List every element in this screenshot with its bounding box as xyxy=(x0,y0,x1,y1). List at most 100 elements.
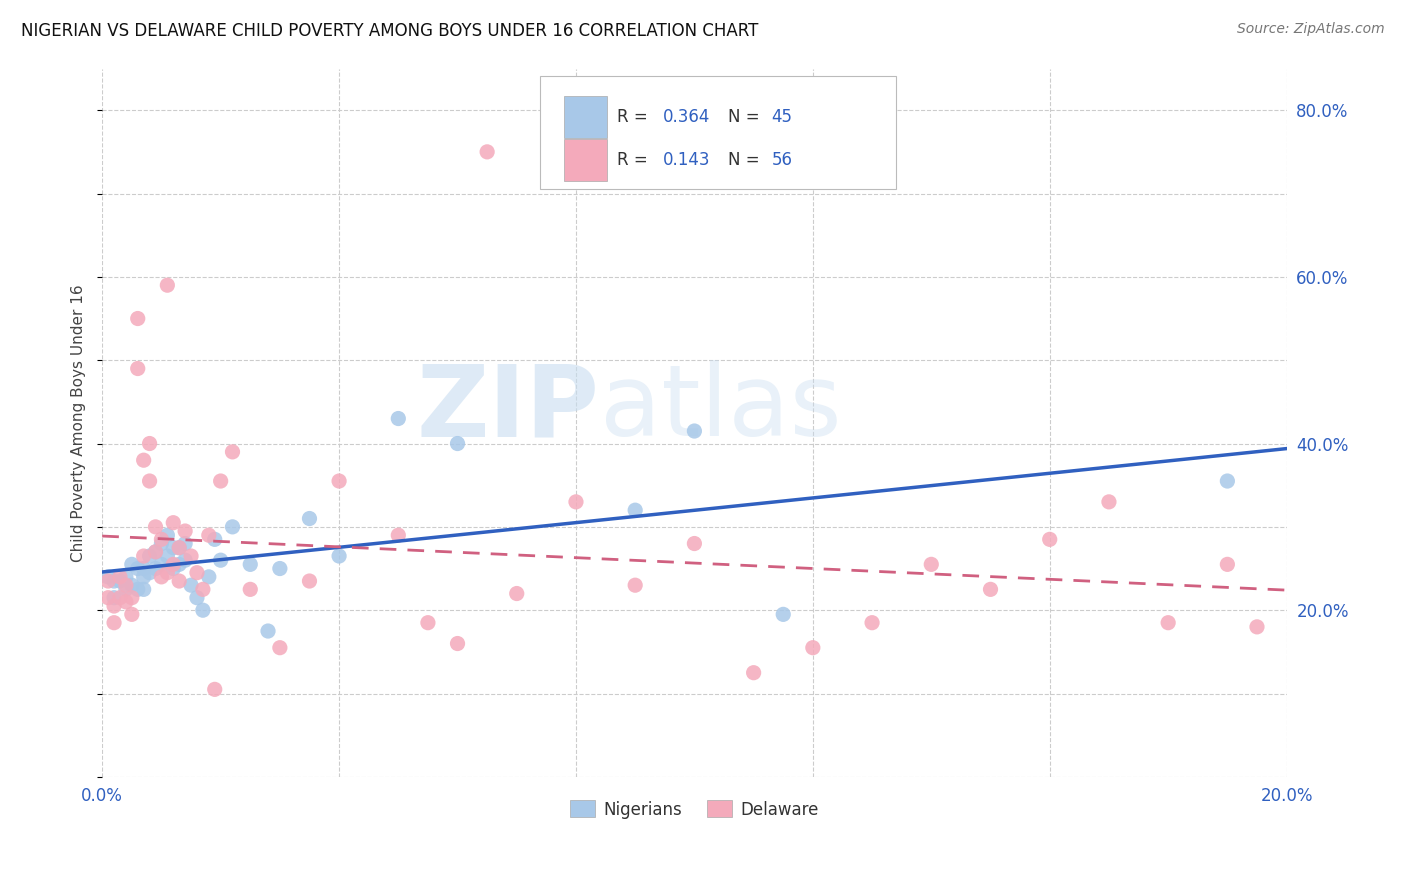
Point xyxy=(180,549,202,563)
Point xyxy=(121,558,143,572)
Point xyxy=(257,624,280,638)
Point xyxy=(221,520,243,534)
Point xyxy=(1157,615,1180,630)
Point xyxy=(127,361,149,376)
Point xyxy=(328,549,350,563)
Point xyxy=(221,445,243,459)
Point xyxy=(167,541,190,555)
Point xyxy=(156,566,179,580)
Point xyxy=(624,503,647,517)
Point xyxy=(108,570,131,584)
Point xyxy=(204,533,226,547)
Text: N =: N = xyxy=(727,151,765,169)
Point xyxy=(103,574,125,588)
Point xyxy=(1098,495,1121,509)
Point xyxy=(1246,620,1268,634)
Point xyxy=(416,615,439,630)
Point xyxy=(145,545,167,559)
Point xyxy=(103,599,125,613)
Point xyxy=(103,591,125,605)
Point xyxy=(204,682,226,697)
Text: 56: 56 xyxy=(772,151,793,169)
Point xyxy=(150,536,173,550)
Text: ZIP: ZIP xyxy=(416,360,599,457)
Point xyxy=(328,474,350,488)
Point xyxy=(145,545,167,559)
Point xyxy=(150,570,173,584)
Point xyxy=(387,528,409,542)
Point xyxy=(186,566,208,580)
Text: 0.143: 0.143 xyxy=(662,151,710,169)
Point xyxy=(269,640,291,655)
Point xyxy=(624,578,647,592)
Point xyxy=(162,541,184,555)
Point xyxy=(387,411,409,425)
Point xyxy=(103,615,125,630)
Point xyxy=(132,549,155,563)
Text: N =: N = xyxy=(727,109,765,127)
FancyBboxPatch shape xyxy=(564,96,607,138)
Point xyxy=(1216,474,1239,488)
Point xyxy=(209,553,232,567)
Point xyxy=(446,636,468,650)
Point xyxy=(772,607,794,622)
Point xyxy=(115,595,138,609)
Point xyxy=(145,561,167,575)
Point xyxy=(565,495,588,509)
Point xyxy=(108,591,131,605)
Point xyxy=(239,582,262,597)
Y-axis label: Child Poverty Among Boys Under 16: Child Poverty Among Boys Under 16 xyxy=(72,284,86,561)
Point xyxy=(145,520,167,534)
Point xyxy=(138,566,160,580)
Point xyxy=(156,278,179,293)
Point xyxy=(298,511,321,525)
Point xyxy=(269,561,291,575)
Point xyxy=(162,561,184,575)
FancyBboxPatch shape xyxy=(540,76,896,189)
Point xyxy=(180,578,202,592)
Point xyxy=(97,570,120,584)
Point xyxy=(108,574,131,588)
Point xyxy=(138,474,160,488)
Point xyxy=(138,549,160,563)
Point xyxy=(132,453,155,467)
Point xyxy=(191,582,214,597)
Point xyxy=(167,574,190,588)
Point xyxy=(167,541,190,555)
Point xyxy=(198,528,221,542)
Point xyxy=(115,578,138,592)
Point xyxy=(156,528,179,542)
Legend: Nigerians, Delaware: Nigerians, Delaware xyxy=(564,794,825,825)
Point xyxy=(298,574,321,588)
Point xyxy=(446,436,468,450)
Text: atlas: atlas xyxy=(599,360,841,457)
Point xyxy=(209,474,232,488)
Point xyxy=(860,615,883,630)
Point xyxy=(162,558,184,572)
Point xyxy=(239,558,262,572)
Point xyxy=(150,558,173,572)
FancyBboxPatch shape xyxy=(564,139,607,181)
Point xyxy=(97,574,120,588)
Point xyxy=(979,582,1001,597)
Point xyxy=(150,533,173,547)
Text: 45: 45 xyxy=(772,109,793,127)
Point xyxy=(475,145,498,159)
Text: 0.364: 0.364 xyxy=(662,109,710,127)
Point xyxy=(801,640,824,655)
Point xyxy=(156,549,179,563)
Point xyxy=(1216,558,1239,572)
Point xyxy=(167,558,190,572)
Text: R =: R = xyxy=(617,151,654,169)
Point xyxy=(742,665,765,680)
Point xyxy=(132,561,155,575)
Point xyxy=(132,570,155,584)
Point xyxy=(127,582,149,597)
Point xyxy=(138,436,160,450)
Point xyxy=(127,561,149,575)
Point xyxy=(121,578,143,592)
Point xyxy=(174,524,197,538)
Point xyxy=(121,591,143,605)
Point xyxy=(97,591,120,605)
Point xyxy=(115,582,138,597)
